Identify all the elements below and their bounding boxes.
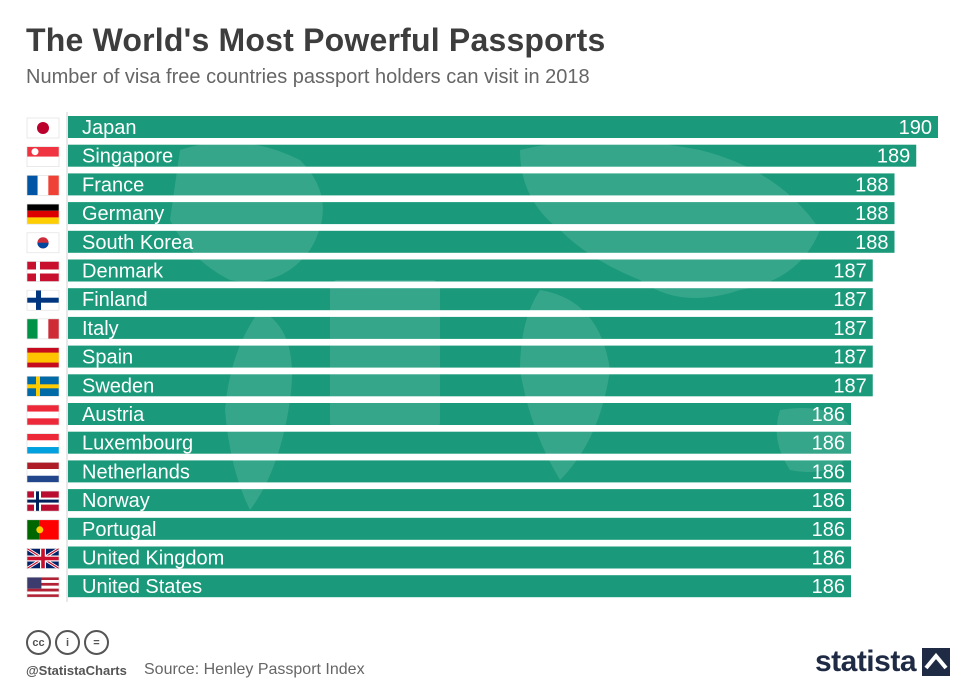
category-label: Netherlands: [82, 461, 190, 483]
category-label: Denmark: [82, 261, 164, 283]
norway-flag: [26, 490, 60, 512]
bars-layer: [68, 116, 938, 598]
statista-logo[interactable]: statista: [815, 645, 950, 679]
bar-austria: [68, 403, 851, 425]
luxembourg-flag: [26, 433, 60, 455]
bar-chart: Japan 190 Singapore 189 France 188 Germany 188 S…: [0, 110, 974, 605]
bar-finland: [68, 288, 873, 311]
netherlands-flag: [26, 462, 60, 483]
bar-norway: [68, 489, 851, 512]
continent-shape: [170, 142, 323, 282]
continent-shape: [225, 310, 292, 510]
continent-shape: [520, 290, 610, 480]
source-note: Source: Henley Passport Index: [144, 661, 365, 678]
category-label: Spain: [82, 347, 133, 369]
category-label: France: [82, 174, 144, 196]
value-label: 186: [812, 404, 845, 426]
passport-shape: [330, 280, 440, 430]
bar-france: [68, 173, 895, 196]
value-label: 186: [812, 519, 845, 541]
value-label: 187: [833, 347, 866, 369]
value-label: 189: [877, 146, 910, 168]
bar-spain: [68, 345, 873, 368]
category-label: Singapore: [82, 146, 173, 168]
world-map-watermark: [170, 140, 860, 510]
bar-united-kingdom: [68, 546, 851, 569]
bar-japan: [68, 116, 938, 138]
value-label: 187: [833, 318, 866, 340]
united-kingdom-flag: [26, 547, 60, 570]
france-flag: [26, 175, 60, 196]
value-label: 187: [833, 289, 866, 311]
nd-icon: =: [84, 630, 109, 655]
continent-shape: [520, 140, 820, 298]
germany-flag: [26, 203, 60, 225]
united-states-flag: [26, 576, 60, 598]
labels-layer: Japan 190 Singapore 189 France 188 Germany 188 S…: [82, 117, 932, 598]
south-korea-flag: [26, 232, 60, 254]
chart-title: The World's Most Powerful Passports: [26, 22, 606, 58]
value-label: 186: [812, 461, 845, 483]
bar-united-states: [68, 575, 851, 598]
by-icon: i: [55, 630, 80, 655]
denmark-flag: [26, 261, 60, 282]
value-label: 186: [812, 433, 845, 455]
bar-germany: [68, 202, 895, 225]
bar-singapore: [68, 144, 917, 167]
singapore-flag: [26, 146, 60, 168]
category-label: Luxembourg: [82, 433, 193, 455]
category-label: Italy: [82, 318, 119, 340]
statista-mark-icon: [922, 648, 950, 676]
bar-netherlands: [68, 460, 851, 483]
value-label: 186: [812, 576, 845, 598]
japan-flag: [26, 117, 60, 139]
spain-flag: [26, 347, 60, 368]
bar-south-korea: [68, 230, 895, 253]
category-label: United States: [82, 576, 202, 598]
category-label: Germany: [82, 203, 164, 225]
value-label: 187: [833, 261, 866, 283]
bar-sweden: [68, 374, 873, 397]
value-label: 188: [855, 174, 888, 196]
brand-text: statista: [814, 645, 917, 678]
category-label: Austria: [82, 404, 145, 426]
bar-chart-svg: Japan 190 Singapore 189 France 188 Germany 188 S…: [26, 112, 938, 602]
category-label: United Kingdom: [82, 548, 224, 570]
value-label: 188: [855, 232, 888, 254]
value-label: 188: [855, 203, 888, 225]
category-label: South Korea: [82, 232, 194, 254]
bar-denmark: [68, 259, 873, 282]
category-label: Norway: [82, 490, 150, 512]
license-icons: cc i =: [26, 630, 109, 655]
continent-shape: [776, 408, 860, 472]
bar-italy: [68, 316, 873, 339]
austria-flag: [26, 404, 60, 426]
value-label: 186: [812, 490, 845, 512]
portugal-flag: [26, 519, 60, 541]
category-label: Portugal: [82, 519, 157, 541]
category-label: Finland: [82, 289, 148, 311]
cc-icon: cc: [26, 630, 51, 655]
category-label: Sweden: [82, 375, 154, 397]
value-label: 187: [833, 375, 866, 397]
value-label: 190: [899, 117, 932, 139]
statista-handle[interactable]: @StatistaCharts: [26, 663, 127, 678]
finland-flag: [26, 289, 60, 311]
sweden-flag: [26, 375, 60, 397]
bar-luxembourg: [68, 431, 851, 454]
value-label: 186: [812, 548, 845, 570]
chart-subtitle: Number of visa free countries passport h…: [26, 66, 590, 88]
category-label: Japan: [82, 117, 137, 139]
flags-layer: [26, 112, 68, 602]
bar-portugal: [68, 517, 851, 540]
italy-flag: [26, 318, 60, 340]
